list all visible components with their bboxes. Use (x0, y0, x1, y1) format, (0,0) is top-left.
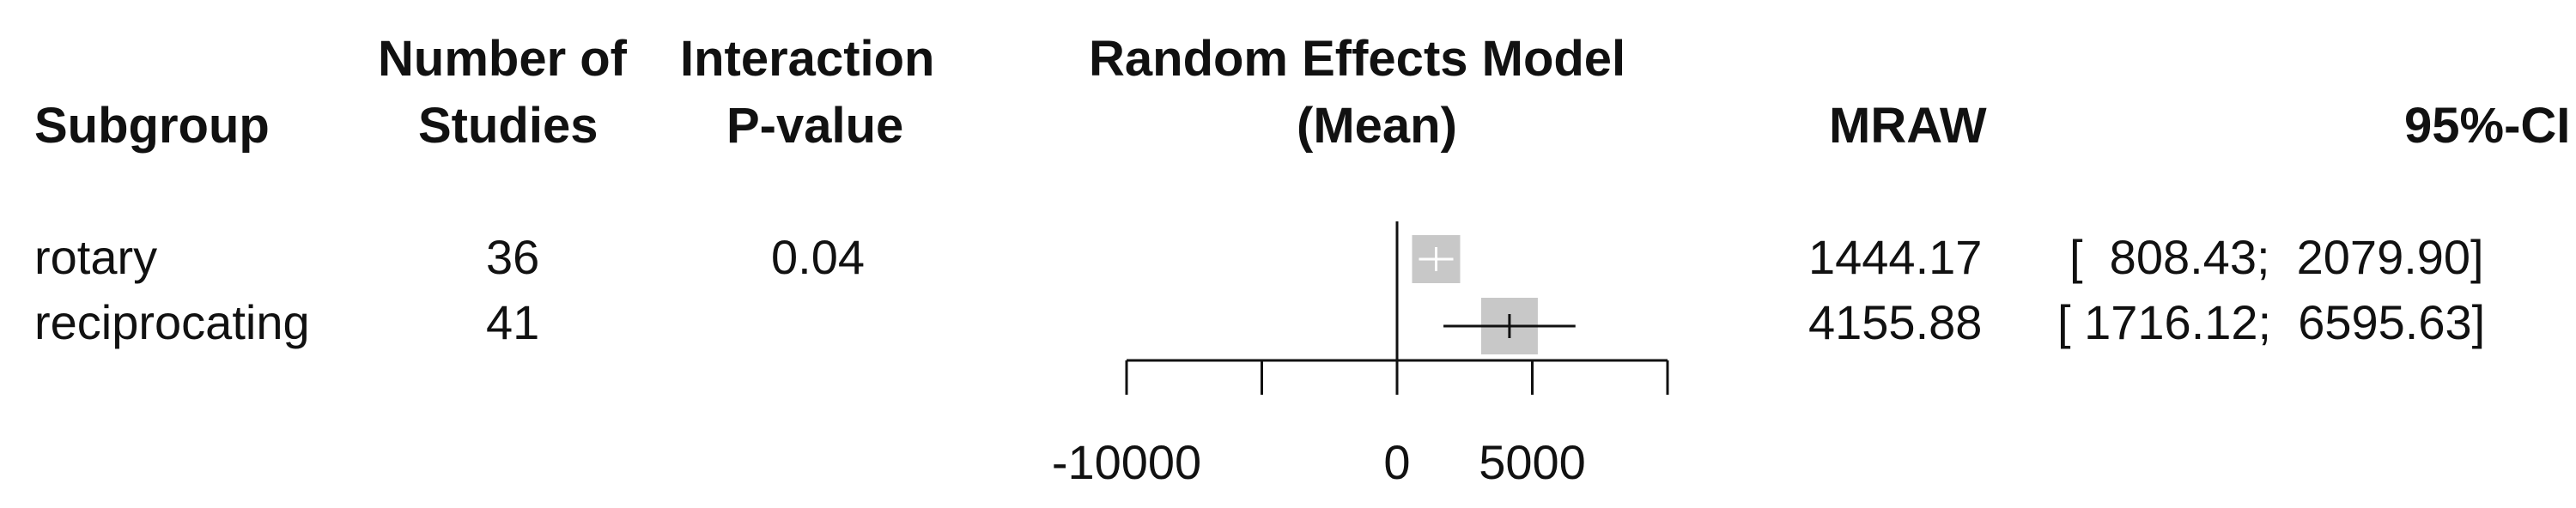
x-axis-tick-label: 0 (1383, 435, 1410, 489)
x-axis-tick-label: 5000 (1479, 435, 1586, 489)
row-reciprocating-studies: 41 (486, 295, 540, 349)
header-random-effects-line2: (Mean) (1297, 98, 1457, 154)
row-rotary-mraw: 1444.17 (1808, 230, 1983, 284)
header-interaction-line1: Interaction (680, 31, 935, 87)
header-number-of-studies-line2: Studies (418, 98, 598, 154)
row-rotary-subgroup: rotary (34, 230, 158, 284)
row-rotary-ci: [ 808.43; 2079.90] (2069, 230, 2484, 284)
header-number-of-studies-line1: Number of (378, 31, 627, 87)
x-axis-tick-label: -10000 (1052, 435, 1201, 489)
row-rotary-studies: 36 (486, 230, 540, 284)
header-pvalue-line2: P-value (726, 98, 904, 154)
row-reciprocating-subgroup: reciprocating (34, 295, 310, 349)
row-reciprocating-mraw: 4155.88 (1808, 295, 1983, 349)
header-random-effects-line1: Random Effects Model (1089, 31, 1626, 87)
header-mraw: MRAW (1829, 98, 1987, 154)
header-subgroup: Subgroup (34, 98, 270, 154)
header-95-ci: 95%-CI (2404, 98, 2571, 154)
row-rotary-pvalue: 0.04 (771, 230, 865, 284)
row-reciprocating-ci: [ 1716.12; 6595.63] (2057, 295, 2486, 349)
